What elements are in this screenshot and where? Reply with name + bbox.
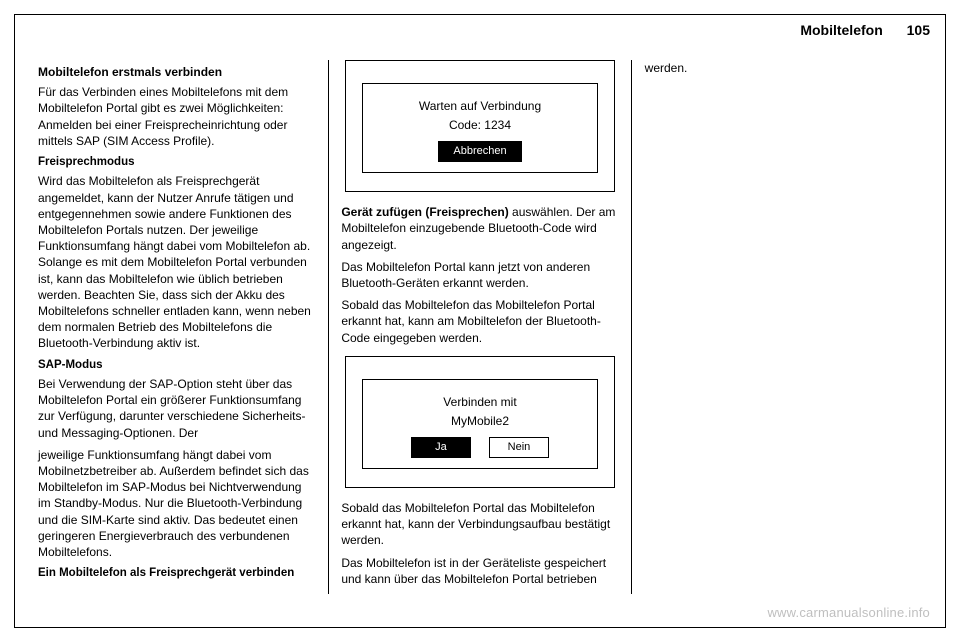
dialog-buttons: Abbrechen bbox=[373, 141, 586, 162]
paragraph: Für das Verbinden eines Mobiltelefons mi… bbox=[38, 84, 315, 149]
dialog-inner: Warten auf Verbindung Code: 1234 Abbrech… bbox=[362, 83, 597, 173]
page-header: Mobiltelefon 105 bbox=[800, 22, 930, 38]
dialog-buttons: Ja Nein bbox=[373, 437, 586, 458]
paragraph: Wird das Mobiltelefon als Freisprechgerä… bbox=[38, 173, 315, 351]
paragraph: Das Mobiltelefon Portal kann jetzt von a… bbox=[341, 259, 618, 291]
paragraph: Sobald das Mobiltelefon das Mobiltelefon… bbox=[341, 297, 618, 346]
dialog-connect-with: Verbinden mit MyMobile2 Ja Nein bbox=[345, 356, 614, 488]
watermark-url: www.carmanualsonline.info bbox=[767, 605, 930, 620]
heading-handsfree: Freisprechmodus bbox=[38, 155, 315, 171]
body-columns: Mobiltelefon erstmals verbinden Für das … bbox=[38, 60, 922, 594]
yes-button[interactable]: Ja bbox=[411, 437, 471, 458]
dialog-line: Warten auf Verbindung bbox=[373, 98, 586, 114]
cancel-button[interactable]: Abbrechen bbox=[438, 141, 521, 162]
paragraph: Sobald das Mobiltelefon Portal das Mobil… bbox=[341, 500, 618, 549]
paragraph: Bei Verwendung der SAP-Option steht über… bbox=[38, 376, 315, 441]
heading-connect-handsfree: Ein Mobiltelefon als Freisprechgerät ver… bbox=[38, 566, 315, 582]
header-title: Mobiltelefon bbox=[800, 22, 882, 38]
menu-item-add-device: Gerät zufügen (Freisprechen) bbox=[341, 205, 508, 219]
dialog-inner: Verbinden mit MyMobile2 Ja Nein bbox=[362, 379, 597, 469]
heading-connect-first: Mobiltelefon erstmals verbinden bbox=[38, 64, 315, 80]
page-number: 105 bbox=[907, 22, 930, 38]
dialog-device-name: MyMobile2 bbox=[373, 413, 586, 429]
dialog-code: Code: 1234 bbox=[373, 117, 586, 133]
paragraph: Gerät zufügen (Freisprechen) auswählen. … bbox=[341, 204, 618, 253]
dialog-waiting-connection: Warten auf Verbindung Code: 1234 Abbrech… bbox=[345, 60, 614, 192]
no-button[interactable]: Nein bbox=[489, 437, 549, 458]
dialog-line: Verbinden mit bbox=[373, 394, 586, 410]
paragraph: jeweilige Funktionsumfang hängt dabei vo… bbox=[38, 447, 315, 560]
heading-sap-mode: SAP-Modus bbox=[38, 358, 315, 374]
